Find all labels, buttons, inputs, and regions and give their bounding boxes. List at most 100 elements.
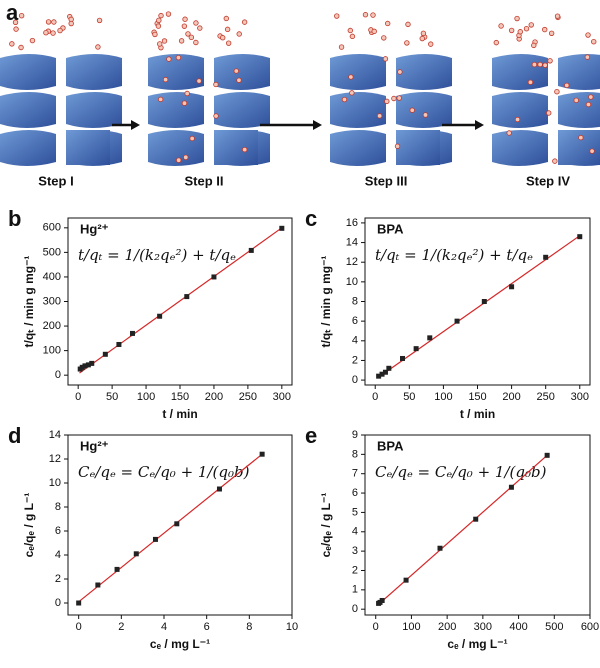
x-tick-label: 300 xyxy=(273,391,291,403)
y-tick-label: 10 xyxy=(49,477,61,489)
step-label: Step II xyxy=(184,173,223,188)
particle xyxy=(531,42,537,49)
data-point xyxy=(403,577,409,583)
particle xyxy=(376,113,383,119)
particle xyxy=(370,12,376,18)
particle xyxy=(50,30,56,36)
equation: Cₑ/qₑ = Cₑ/q₀ + 1/(q₀b) xyxy=(375,463,547,481)
data-point xyxy=(427,335,433,341)
x-axis-label: t / min xyxy=(162,407,197,421)
particle xyxy=(189,135,195,142)
particle xyxy=(547,58,553,64)
data-point xyxy=(279,225,285,231)
particle xyxy=(18,13,25,19)
y-tick-label: 4 xyxy=(352,335,358,347)
particle xyxy=(57,27,63,34)
particle xyxy=(573,97,579,104)
pore-wall xyxy=(0,92,56,128)
particle xyxy=(382,56,389,62)
arrow-head xyxy=(313,120,322,130)
x-tick-label: 8 xyxy=(246,621,252,633)
x-tick-label: 150 xyxy=(171,391,189,403)
particle xyxy=(236,31,242,37)
y-tick-label: 8 xyxy=(352,295,358,307)
pore-base xyxy=(396,130,440,165)
particle xyxy=(523,26,530,32)
particle xyxy=(193,39,199,46)
particle xyxy=(564,82,570,89)
y-tick-label: 500 xyxy=(43,246,61,258)
y-tick-label: 0 xyxy=(55,369,61,381)
particle xyxy=(196,78,202,84)
particle xyxy=(498,23,504,29)
particle xyxy=(51,19,57,25)
x-tick-label: 6 xyxy=(204,621,210,633)
y-tick-label: 9 xyxy=(352,429,358,441)
diagram: Step I Step II Step III Step IV xyxy=(0,11,600,188)
pore-wall xyxy=(558,54,600,90)
data-point xyxy=(157,313,163,319)
data-point xyxy=(508,484,514,490)
particle xyxy=(181,23,188,29)
particle xyxy=(349,90,355,96)
particle xyxy=(162,76,169,83)
data-point xyxy=(543,254,549,260)
y-tick-label: 7 xyxy=(352,468,358,480)
y-tick-label: 3 xyxy=(352,545,358,557)
particle xyxy=(508,27,515,34)
particle xyxy=(578,134,584,141)
y-axis-label: t/qₜ / min g mg⁻¹ xyxy=(319,256,333,348)
particle xyxy=(349,33,356,40)
data-point xyxy=(95,582,101,588)
data-point xyxy=(76,600,82,606)
y-tick-label: 12 xyxy=(346,256,358,268)
particle xyxy=(396,95,402,101)
y-tick-label: 12 xyxy=(49,453,61,465)
data-point xyxy=(544,452,550,458)
x-tick-label: 150 xyxy=(468,391,486,403)
particle xyxy=(404,40,410,46)
x-tick-label: 600 xyxy=(581,621,599,633)
x-tick-label: 4 xyxy=(161,621,167,633)
data-point xyxy=(382,369,388,375)
x-tick-label: 0 xyxy=(75,391,81,403)
data-point xyxy=(114,566,120,572)
particle xyxy=(185,31,191,37)
data-point xyxy=(102,351,108,357)
y-axis-label: cₑ/qₑ / g L⁻¹ xyxy=(319,493,333,558)
fit-line xyxy=(78,453,263,603)
panel-label: c xyxy=(305,206,317,231)
particle xyxy=(405,21,411,28)
pore-wall xyxy=(0,54,56,90)
particle xyxy=(428,41,434,47)
x-tick-label: 50 xyxy=(106,391,118,403)
data-point xyxy=(85,362,91,368)
step-label: Step IV xyxy=(526,173,570,188)
particle xyxy=(381,35,387,41)
y-tick-label: 14 xyxy=(346,236,358,248)
data-point xyxy=(577,234,583,240)
data-point xyxy=(386,365,392,371)
data-point xyxy=(174,521,180,527)
pore-wall xyxy=(0,130,56,166)
particle xyxy=(528,22,534,28)
arrow-head xyxy=(131,120,140,130)
y-tick-label: 2 xyxy=(352,564,358,576)
y-tick-label: 300 xyxy=(43,295,61,307)
pore-base xyxy=(66,130,110,165)
plot-frame xyxy=(67,434,293,616)
data-point xyxy=(152,536,158,542)
data-point xyxy=(413,346,419,352)
pore-wall xyxy=(214,92,270,128)
y-tick-label: 16 xyxy=(346,217,358,229)
x-tick-label: 0 xyxy=(76,621,82,633)
panel-label: e xyxy=(305,423,317,448)
particle xyxy=(362,12,369,18)
particle xyxy=(9,41,15,47)
particle xyxy=(213,113,219,119)
particle xyxy=(223,15,230,22)
x-tick-label: 250 xyxy=(537,391,555,403)
annotation: BPA xyxy=(377,221,404,236)
data-point xyxy=(116,341,122,347)
